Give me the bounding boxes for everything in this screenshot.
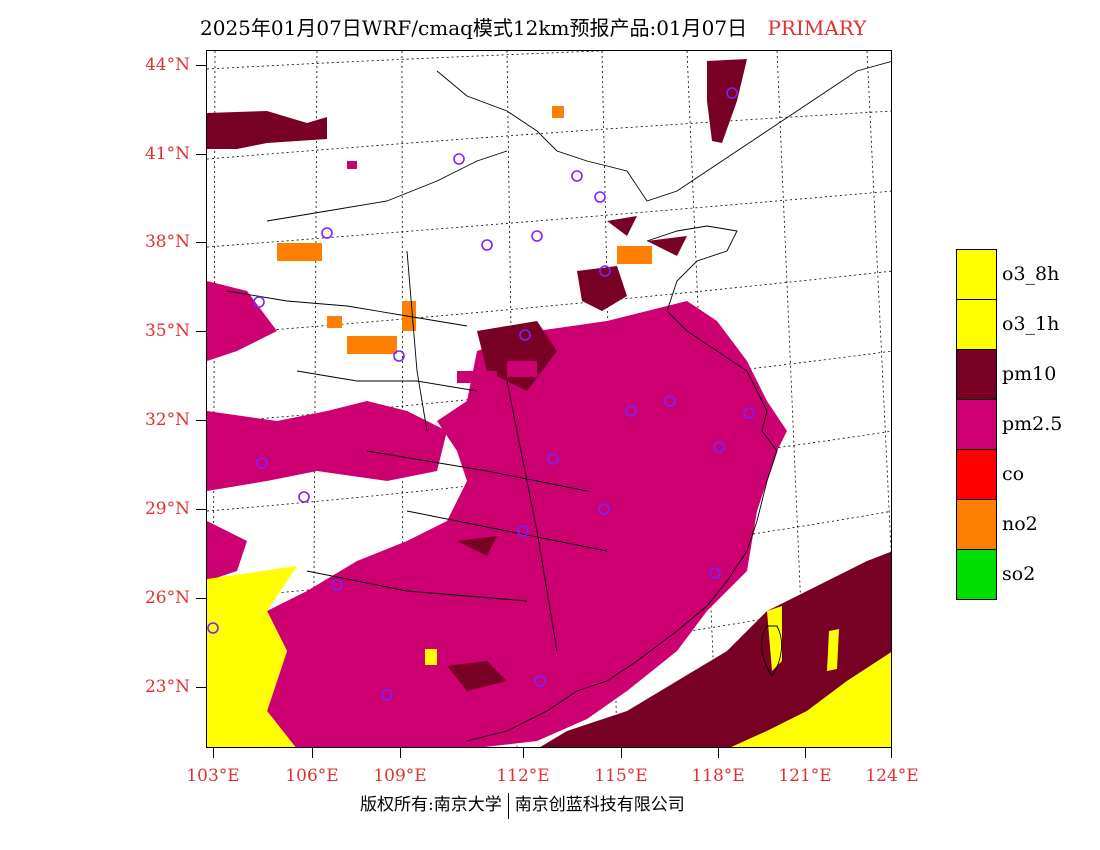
footer-divider	[507, 792, 509, 819]
legend-label: so2	[1002, 563, 1036, 585]
lon-label-109e: 109°E	[373, 766, 427, 786]
lat-tick	[196, 598, 206, 599]
lat-label-38n: 38°N	[144, 232, 190, 252]
lon-tick	[523, 748, 524, 758]
legend-swatch	[956, 449, 997, 500]
legend-label: co	[1002, 463, 1025, 485]
lon-label-115e: 115°E	[594, 766, 648, 786]
legend-swatch	[956, 549, 997, 600]
map-panel	[206, 50, 892, 748]
lat-tick	[196, 509, 206, 510]
lon-label-106e: 106°E	[285, 766, 339, 786]
title-text: 2025年01月07日WRF/cmaq模式12km预报产品:01月07日	[200, 16, 748, 40]
lat-tick	[196, 331, 206, 332]
lon-label-112e: 112°E	[496, 766, 550, 786]
lat-label-32n: 32°N	[144, 410, 190, 430]
lat-tick	[196, 687, 206, 688]
legend-swatch	[956, 399, 997, 450]
footer-credits: 版权所有:南京大学 南京创蓝科技有限公司	[360, 790, 685, 819]
pm10-patches	[207, 59, 891, 747]
primary-label: PRIMARY	[767, 16, 867, 40]
station-markers	[207, 87, 755, 701]
legend-label: pm10	[1002, 363, 1057, 385]
legend-swatch	[956, 499, 997, 550]
lon-tick	[400, 748, 401, 758]
legend-swatch	[956, 349, 997, 400]
lat-tick	[196, 154, 206, 155]
lon-label-103e: 103°E	[186, 766, 240, 786]
legend-swatch	[956, 299, 997, 350]
lon-tick	[621, 748, 622, 758]
pm25-region	[207, 281, 787, 747]
company-text: 南京创蓝科技有限公司	[514, 795, 685, 815]
lat-label-29n: 29°N	[144, 499, 190, 519]
lon-tick	[213, 748, 214, 758]
legend-label: no2	[1002, 513, 1038, 535]
lat-label-26n: 26°N	[144, 588, 190, 608]
lon-tick	[891, 748, 892, 758]
lat-tick	[196, 65, 206, 66]
lat-tick	[196, 420, 206, 421]
legend-swatch	[956, 249, 997, 300]
lon-label-118e: 118°E	[691, 766, 745, 786]
lon-label-121e: 121°E	[778, 766, 832, 786]
legend-label: o3_1h	[1002, 313, 1060, 335]
legend-label: pm2.5	[1002, 413, 1063, 435]
lat-tick	[196, 242, 206, 243]
map-title: 2025年01月07日WRF/cmaq模式12km预报产品:01月07日 PRI…	[200, 12, 866, 41]
o3-patches	[207, 566, 891, 747]
lon-label-124e: 124°E	[865, 766, 919, 786]
lat-label-41n: 41°N	[144, 144, 190, 164]
lon-tick	[312, 748, 313, 758]
legend-label: o3_8h	[1002, 263, 1060, 285]
lat-label-35n: 35°N	[144, 321, 190, 341]
boundaries	[226, 61, 891, 742]
lat-label-44n: 44°N	[144, 55, 190, 75]
pollution-map	[207, 51, 891, 747]
lon-tick	[718, 748, 719, 758]
lat-label-23n: 23°N	[144, 677, 190, 697]
lon-tick	[805, 748, 806, 758]
copyright-text: 版权所有:南京大学	[360, 795, 502, 815]
pm25-specks	[347, 161, 585, 395]
